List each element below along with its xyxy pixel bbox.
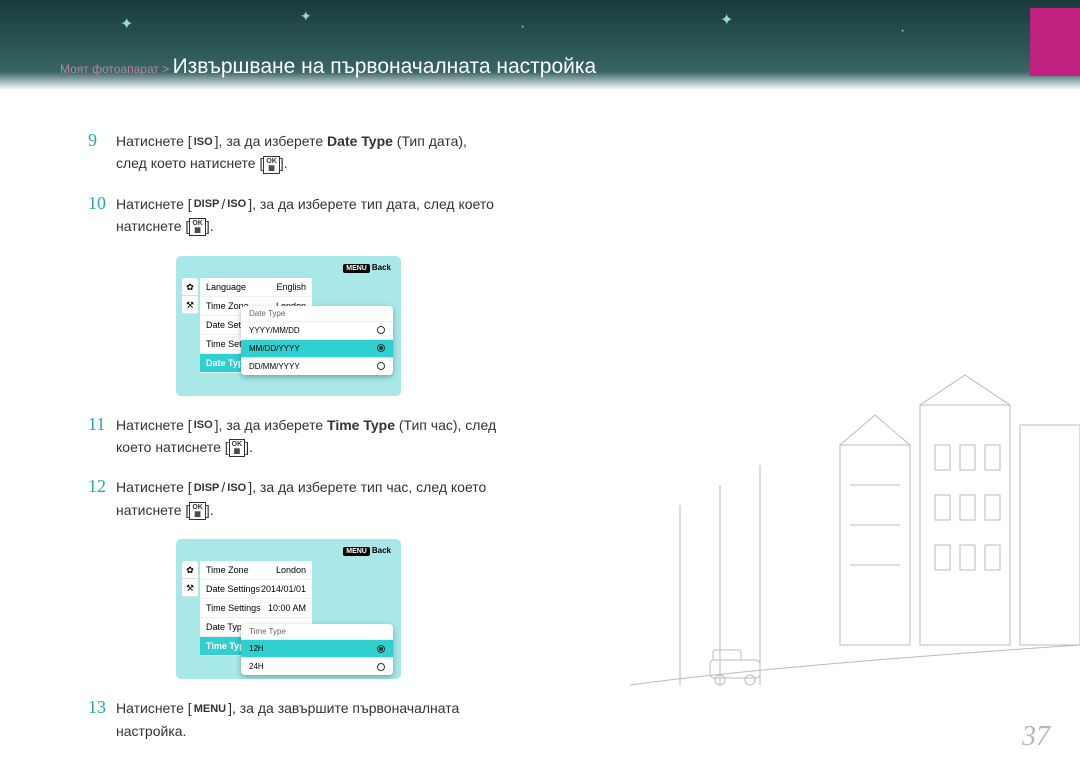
- ok-icon: OK▦: [229, 439, 246, 457]
- iso-icon: ISO: [225, 196, 248, 214]
- disp-icon: DISP: [192, 480, 222, 498]
- step-number: 11: [88, 414, 116, 459]
- list-row: Time Settings10:00 AM: [200, 599, 312, 618]
- radio-icon: [377, 362, 385, 370]
- step-text: Натиснете [ISO], за да изберете Time Typ…: [116, 414, 500, 459]
- wrench-icon: ⚒: [182, 579, 198, 597]
- accent-bar: [1030, 8, 1080, 76]
- list-row: LanguageEnglish: [200, 278, 312, 297]
- disp-icon: DISP: [192, 196, 222, 214]
- step-number: 13: [88, 697, 116, 742]
- popup-option[interactable]: MM/DD/YYYY: [241, 340, 393, 358]
- step-number: 9: [88, 130, 116, 175]
- list-row: Date Settings2014/01/01: [200, 580, 312, 599]
- gear-icon: ✿: [182, 561, 198, 579]
- iso-icon: ISO: [225, 480, 248, 498]
- venice-illustration: [580, 305, 1080, 725]
- step-text: Натиснете [MENU], за да завършите първон…: [116, 697, 500, 742]
- step-text: Натиснете [DISP/ISO], за да изберете тип…: [116, 476, 500, 521]
- step-text: Натиснете [ISO], за да изберете Date Typ…: [116, 130, 500, 175]
- menu-icon: MENU: [192, 701, 228, 719]
- iso-icon: ISO: [192, 134, 215, 152]
- ok-icon: OK▦: [189, 502, 206, 520]
- screen-tabs: ✿⚒: [182, 561, 198, 597]
- list-row: Time ZoneLondon: [200, 561, 312, 580]
- step-number: 10: [88, 193, 116, 238]
- popup-option[interactable]: 12H: [241, 640, 393, 658]
- page-number: 37: [1022, 721, 1050, 753]
- popup-menu: Date TypeYYYY/MM/DDMM/DD/YYYYDD/MM/YYYY: [241, 306, 393, 375]
- screen-tabs: ✿⚒: [182, 278, 198, 314]
- step-number: 12: [88, 476, 116, 521]
- iso-icon: ISO: [192, 417, 215, 435]
- ok-icon: OK▦: [189, 218, 206, 236]
- radio-icon: [377, 663, 385, 671]
- content-column: 9Натиснете [ISO], за да изберете Date Ty…: [0, 90, 560, 742]
- gear-icon: ✿: [182, 278, 198, 296]
- header-sparkles: ✦ ✦ · ✦ ·: [0, 0, 1080, 60]
- step-text: Натиснете [DISP/ISO], за да изберете тип…: [116, 193, 500, 238]
- breadcrumb: Моят фотоапарат >: [60, 62, 173, 76]
- camera-screen-time-type: MENUBack ✿⚒Time ZoneLondonDate Settings20…: [176, 539, 401, 679]
- wrench-icon: ⚒: [182, 296, 198, 314]
- popup-option[interactable]: 24H: [241, 658, 393, 675]
- ok-icon: OK▦: [263, 156, 280, 174]
- popup-menu: Time Type12H24H: [241, 624, 393, 675]
- popup-title: Time Type: [241, 624, 393, 640]
- page-header: ✦ ✦ · ✦ · Моят фотоапарат > Извършване н…: [0, 0, 1080, 90]
- popup-title: Date Type: [241, 306, 393, 322]
- back-label: MENUBack: [343, 263, 391, 272]
- camera-screen-date-type: MENUBack✿⚒LanguageEnglishTime ZoneLondon…: [176, 256, 401, 396]
- back-label: MENUBack: [343, 546, 391, 555]
- popup-option[interactable]: DD/MM/YYYY: [241, 358, 393, 375]
- radio-icon: [377, 326, 385, 334]
- popup-option[interactable]: YYYY/MM/DD: [241, 322, 393, 340]
- radio-icon: [377, 645, 385, 653]
- radio-icon: [377, 344, 385, 352]
